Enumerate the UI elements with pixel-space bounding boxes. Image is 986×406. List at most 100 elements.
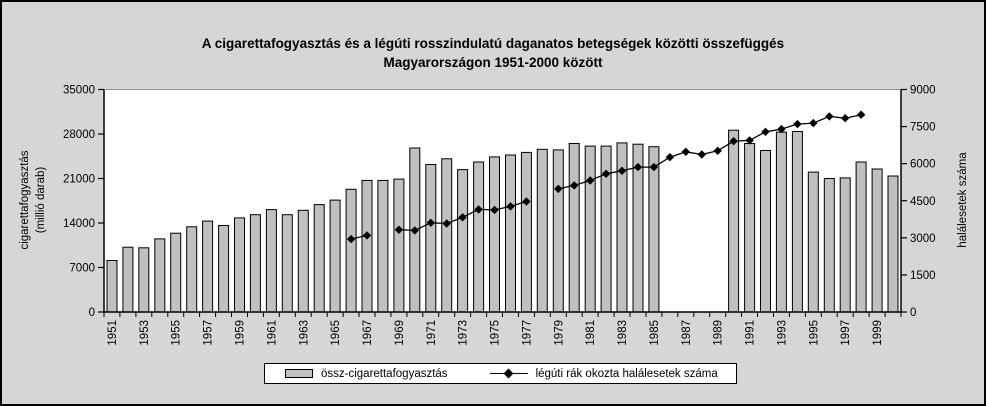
bar-1965	[329, 199, 341, 313]
chart-title-line2: Magyarországon 1951-2000 között	[383, 54, 603, 70]
marker-1988	[697, 150, 706, 159]
marker-1996	[825, 112, 834, 121]
bar-1995	[807, 171, 819, 313]
bar-1974	[473, 161, 485, 313]
bar-1992	[760, 150, 771, 313]
bar-1994	[791, 131, 803, 313]
marker-1992	[761, 127, 770, 136]
bar-1963	[297, 209, 309, 313]
marker-1983	[617, 166, 627, 175]
bar-1964	[313, 204, 325, 313]
x-tick-label: 1987	[681, 320, 693, 346]
marker-1970	[410, 226, 419, 235]
y-right-tick-label: 0	[910, 307, 916, 319]
bar-1993	[775, 131, 787, 313]
left-axis-title: cigarettafogyasztás (millió darab)	[18, 120, 50, 280]
marker-1979	[554, 184, 563, 194]
x-tick-label: 1983	[617, 320, 629, 346]
marker-1986	[665, 153, 675, 162]
bar-1951	[106, 260, 118, 313]
y-right-tick-label: 1500	[910, 270, 936, 282]
bar-1956	[186, 226, 198, 313]
x-tick-label: 1959	[235, 320, 247, 346]
bar-1990	[728, 129, 740, 313]
bar-1991	[744, 143, 756, 313]
y-right-tick-label: 3000	[910, 233, 936, 245]
bar-1967	[361, 179, 373, 313]
legend-bar-swatch	[285, 369, 313, 378]
legend-item-line: légúti rák okozta halálesetek száma	[448, 368, 718, 380]
marker-1974	[474, 205, 483, 214]
bar-1961	[265, 209, 277, 313]
marker-1972	[442, 219, 451, 228]
y-right-tick-label: 7500	[910, 122, 936, 134]
bar-1976	[505, 154, 516, 313]
marker-1973	[458, 213, 467, 222]
marker-1990	[729, 137, 738, 146]
x-tick-label: 1971	[426, 320, 438, 346]
x-tick-label: 1985	[649, 320, 661, 346]
bar-1997	[839, 177, 851, 313]
bar-1981	[584, 145, 596, 313]
x-tick-label: 1977	[521, 320, 533, 346]
y-right-tick-label: 9000	[910, 85, 936, 97]
x-tick-label: 1967	[362, 320, 374, 346]
x-tick-label: 1957	[203, 320, 215, 346]
bar-1985	[648, 146, 660, 313]
y-left-tick-label: 28000	[63, 129, 95, 141]
bar-1972	[441, 158, 453, 313]
left-axis-title-line1: cigarettafogyasztás	[19, 150, 31, 250]
bar-1953	[138, 247, 150, 313]
y-left-tick-label: 7000	[69, 263, 95, 275]
marker-1971	[426, 218, 435, 227]
x-tick-label: 1969	[394, 320, 406, 346]
x-tick-label: 1973	[458, 320, 470, 346]
bar-1980	[568, 143, 580, 313]
left-axis-title-line2: (millió darab)	[34, 166, 47, 234]
bar-1960	[249, 214, 261, 313]
marker-1995	[809, 118, 818, 128]
x-tick-label: 1955	[171, 320, 183, 346]
x-tick-label: 1979	[553, 320, 565, 346]
bar-1971	[425, 164, 437, 313]
marker-1998	[856, 110, 866, 119]
marker-1984	[633, 162, 643, 172]
bar-1958	[218, 225, 230, 313]
bar-1975	[489, 156, 500, 313]
y-left-tick-label: 21000	[63, 174, 95, 186]
y-left-tick-label: 0	[89, 307, 95, 319]
y-right-tick-label: 4500	[910, 196, 936, 208]
bar-1978	[536, 148, 548, 313]
chart-title-line1: A cigarettafogyasztás és a légúti rosszi…	[201, 36, 785, 51]
legend-bar-label: össz-cigarettafogyasztás	[321, 367, 448, 380]
marker-1989	[713, 146, 722, 155]
bar-1966	[345, 188, 357, 313]
marker-1997	[841, 114, 850, 123]
y-left-tick-label: 14000	[63, 218, 95, 230]
x-tick-label: 1995	[808, 320, 820, 346]
bar-1952	[122, 246, 134, 313]
marker-1993	[777, 124, 786, 134]
bar-1955	[170, 232, 182, 313]
bar-1973	[457, 169, 469, 313]
marker-1966	[346, 234, 356, 244]
legend-line-label: légúti rák okozta halálesetek száma	[535, 367, 718, 380]
bar-1959	[234, 217, 245, 313]
y-right-tick-label: 6000	[910, 159, 936, 171]
marker-1982	[601, 169, 611, 178]
bar-1962	[281, 214, 293, 313]
marker-1985	[649, 162, 659, 172]
bar-1998	[855, 161, 867, 313]
x-tick-label: 1961	[266, 320, 278, 346]
legend-item-bars: össz-cigarettafogyasztás	[265, 368, 448, 380]
x-tick-label: 1965	[330, 320, 342, 346]
bar-1954	[154, 238, 166, 313]
marker-1981	[586, 176, 595, 185]
x-tick-label: 1953	[139, 320, 151, 346]
x-tick-label: 1991	[745, 320, 757, 346]
marker-1977	[522, 197, 531, 206]
x-tick-label: 1981	[585, 320, 597, 346]
x-tick-label: 1993	[776, 320, 788, 346]
right-axis-title: halálesetek száma	[957, 152, 969, 248]
